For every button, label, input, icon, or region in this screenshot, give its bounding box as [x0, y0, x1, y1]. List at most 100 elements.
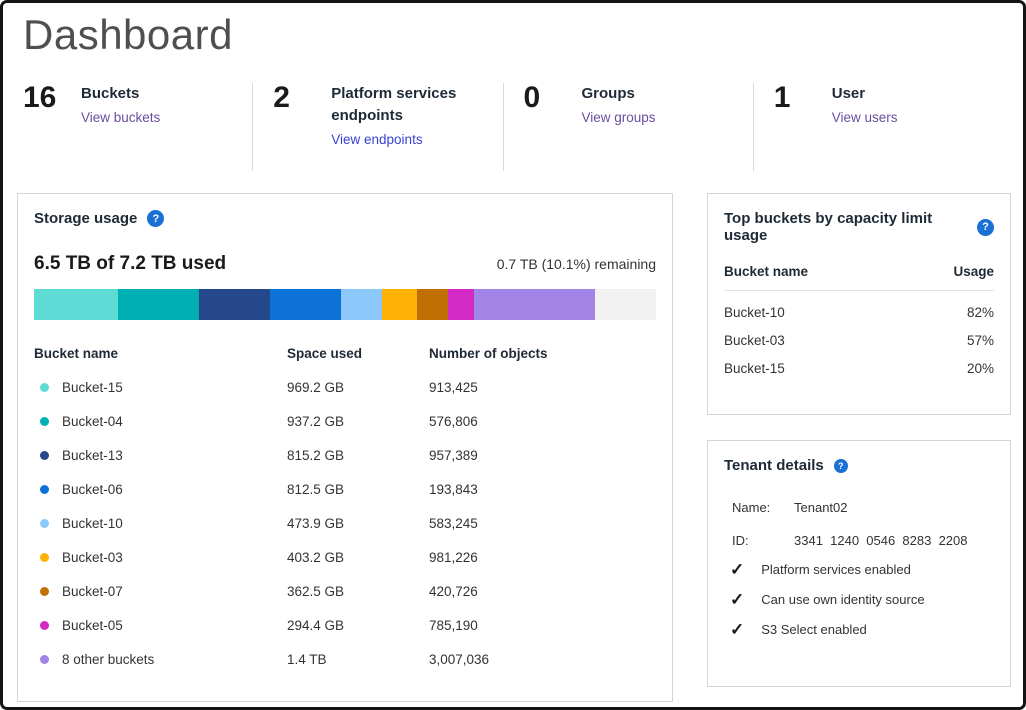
- storage-remaining: 0.7 TB (10.1%) remaining: [496, 256, 656, 273]
- tenant-name-label: Name:: [732, 500, 771, 516]
- bucket-name: Bucket-05: [62, 617, 123, 633]
- bucket-name: Bucket-07: [62, 583, 123, 599]
- bar-segment-bucket-13[interactable]: [199, 289, 271, 321]
- table-row: Bucket-13 815.2 GB 957,389: [34, 438, 656, 472]
- stat-groups: 0 Groups View groups: [502, 83, 753, 172]
- bucket-name: Bucket-15: [724, 360, 785, 376]
- usage-percent: 20%: [966, 360, 994, 376]
- top-bucket-row: Bucket-15 20%: [724, 354, 994, 382]
- col-space-used: Space used: [287, 345, 363, 361]
- bucket-color-dot: [40, 382, 49, 392]
- help-icon[interactable]: ?: [977, 218, 994, 236]
- space-used: 403.2 GB: [287, 549, 345, 565]
- object-count: 957,389: [429, 447, 478, 463]
- bucket-color-dot: [40, 484, 49, 494]
- view-users-link[interactable]: View users: [831, 110, 898, 126]
- bucket-usage-table: Bucket name Space used Number of objects…: [34, 340, 656, 676]
- tenant-details-title: Tenant details: [724, 457, 824, 475]
- view-endpoints-link[interactable]: View endpoints: [331, 131, 423, 147]
- tenant-feature: ✓ S3 Select enabled: [724, 621, 994, 638]
- stat-users: 1 User View users: [752, 81, 1003, 172]
- bucket-name: Bucket-10: [62, 515, 123, 531]
- top-bucket-row: Bucket-10 82%: [724, 298, 994, 326]
- space-used: 473.9 GB: [287, 515, 345, 531]
- bucket-name: Bucket-13: [62, 447, 123, 463]
- bucket-color-dot: [40, 552, 49, 562]
- bucket-color-dot: [40, 518, 49, 528]
- col-bucket-name: Bucket name: [724, 264, 809, 280]
- stat-buckets: 16 Buckets View buckets: [23, 83, 252, 171]
- help-icon[interactable]: ?: [147, 210, 165, 228]
- object-count: 420,726: [429, 583, 478, 599]
- feature-label: S3 Select enabled: [761, 622, 867, 638]
- bar-segment-bucket-03[interactable]: [381, 289, 417, 321]
- storage-usage-panel: Storage usage ? 6.5 TB of 7.2 TB used 0.…: [17, 193, 673, 703]
- bar-segment-bucket-10[interactable]: [340, 289, 382, 321]
- page-title: Dashboard: [23, 11, 233, 58]
- storage-usage-title: Storage usage: [34, 210, 138, 228]
- top-bucket-row: Bucket-03 57%: [724, 326, 994, 354]
- tenant-id-value: 3341 1240 0546 8283 2208: [794, 533, 968, 549]
- stat-buckets-count: 16: [23, 81, 57, 115]
- view-buckets-link[interactable]: View buckets: [81, 110, 161, 126]
- table-row: Bucket-10 473.9 GB 583,245: [34, 506, 656, 540]
- bar-segment-bucket-15[interactable]: [34, 289, 118, 321]
- tenant-id-label: ID:: [732, 533, 749, 549]
- bucket-name: Bucket-10: [724, 304, 785, 320]
- space-used: 294.4 GB: [287, 617, 345, 633]
- check-icon: ✓: [730, 590, 745, 610]
- stat-endpoints-label: Platform services endpoints: [331, 85, 457, 125]
- table-row: Bucket-05 294.4 GB 785,190: [34, 608, 656, 642]
- object-count: 193,843: [429, 481, 478, 497]
- bucket-color-dot: [40, 620, 49, 630]
- bar-segment-bucket-05[interactable]: [448, 289, 474, 321]
- storage-usage-bar: [34, 289, 656, 321]
- col-number-of-objects: Number of objects: [429, 345, 548, 361]
- bar-segment-bucket-07[interactable]: [416, 289, 449, 321]
- stat-users-label: User: [831, 85, 866, 103]
- usage-percent: 82%: [966, 304, 994, 320]
- bar-segment-bucket-04[interactable]: [117, 289, 200, 321]
- usage-percent: 57%: [966, 332, 994, 348]
- object-count: 583,245: [429, 515, 478, 531]
- bucket-name: Bucket-15: [62, 379, 123, 395]
- object-count: 785,190: [429, 617, 478, 633]
- bucket-name: Bucket-04: [62, 413, 123, 429]
- top-buckets-title: Top buckets by capacity limit usage: [724, 210, 933, 245]
- bucket-color-dot: [40, 416, 49, 426]
- table-row: Bucket-15 969.2 GB 913,425: [34, 370, 656, 404]
- table-row: Bucket-03 403.2 GB 981,226: [34, 540, 656, 574]
- feature-label: Platform services enabled: [761, 562, 911, 578]
- tenant-details-panel: Tenant details ? Name: Tenant02 ID: 3341…: [707, 440, 1011, 688]
- storage-used-summary: 6.5 TB of 7.2 TB used: [34, 253, 227, 275]
- view-groups-link[interactable]: View groups: [581, 110, 656, 126]
- bar-segment-other-buckets[interactable]: [473, 289, 595, 321]
- stat-users-count: 1: [773, 81, 791, 115]
- bucket-name: Bucket-06: [62, 481, 123, 497]
- help-icon[interactable]: ?: [833, 458, 848, 473]
- stat-endpoints: 2 Platform services endpoints View endpo…: [252, 83, 502, 172]
- tenant-feature: ✓ Can use own identity source: [724, 591, 994, 608]
- check-icon: ✓: [730, 620, 745, 640]
- tenant-name-row: Name: Tenant02: [724, 500, 994, 515]
- table-row: Bucket-04 937.2 GB 576,806: [34, 404, 656, 438]
- bucket-color-dot: [40, 654, 49, 664]
- bar-segment-bucket-06[interactable]: [270, 289, 341, 321]
- space-used: 969.2 GB: [287, 379, 345, 395]
- stat-buckets-label: Buckets: [81, 85, 140, 103]
- bar-segment-remaining: [595, 289, 656, 321]
- table-row: 8 other buckets 1.4 TB 3,007,036: [34, 642, 656, 676]
- table-row: Bucket-07 362.5 GB 420,726: [34, 574, 656, 608]
- space-used: 1.4 TB: [287, 651, 327, 667]
- bucket-table-header: Bucket name Space used Number of objects: [34, 340, 656, 366]
- bucket-name: Bucket-03: [724, 332, 785, 348]
- col-bucket-name: Bucket name: [34, 345, 119, 361]
- bucket-color-dot: [40, 586, 49, 596]
- tenant-name-value: Tenant02: [794, 500, 848, 516]
- tenant-id-row: ID: 3341 1240 0546 8283 2208: [724, 533, 994, 548]
- col-usage: Usage: [953, 264, 994, 280]
- feature-label: Can use own identity source: [761, 592, 925, 608]
- table-row: Bucket-06 812.5 GB 193,843: [34, 472, 656, 506]
- object-count: 913,425: [429, 379, 478, 395]
- space-used: 937.2 GB: [287, 413, 345, 429]
